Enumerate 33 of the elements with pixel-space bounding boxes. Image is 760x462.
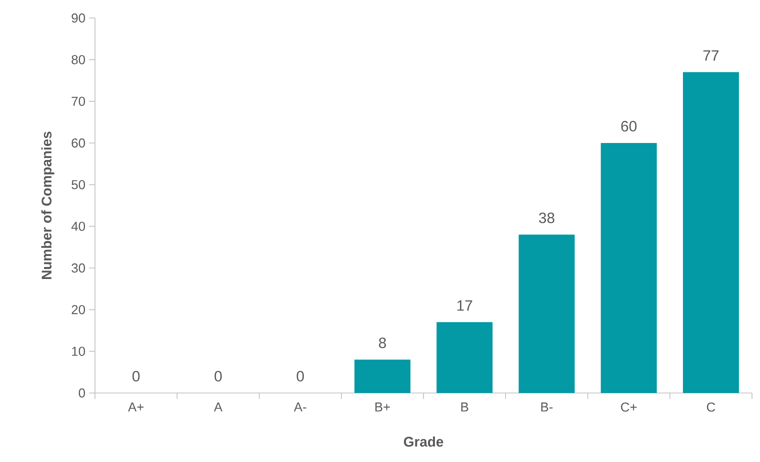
- data-label: 38: [538, 212, 554, 224]
- bar: [682, 72, 739, 393]
- x-tick-label: B+: [375, 402, 390, 412]
- data-label: 0: [132, 370, 140, 382]
- x-tick-label: C+: [621, 402, 637, 412]
- y-tick-label: 20: [72, 305, 85, 314]
- data-label: 60: [621, 120, 637, 132]
- y-tick-label: 40: [71, 222, 85, 231]
- y-tick-label: 10: [72, 346, 85, 356]
- x-tick-label: A: [214, 402, 222, 412]
- data-label: 0: [296, 370, 304, 382]
- x-axis-title: Grade: [404, 436, 444, 447]
- bar: [518, 234, 575, 393]
- x-tick-label: A-: [294, 402, 306, 412]
- data-label: 8: [378, 338, 386, 348]
- y-axis-title: Number of Companies: [41, 132, 54, 279]
- y-tick-label: 80: [72, 55, 85, 64]
- y-tick-label: 90: [72, 13, 85, 23]
- y-tick-label: 0: [78, 388, 86, 398]
- y-tick-label: 30: [72, 263, 85, 273]
- x-tick-label: C: [706, 402, 716, 412]
- y-tick-label: 50: [72, 180, 85, 190]
- bar: [354, 360, 410, 393]
- x-tick-label: B: [461, 402, 468, 412]
- data-label: 17: [457, 300, 472, 311]
- x-tick-label: B-: [541, 402, 553, 412]
- y-tick-label: 70: [72, 96, 85, 106]
- data-label: 77: [703, 50, 719, 61]
- y-tick-label: 60: [72, 138, 85, 148]
- x-tick-label: A+: [128, 402, 144, 412]
- bar: [600, 142, 657, 393]
- data-label: 0: [214, 370, 222, 382]
- bar: [436, 322, 493, 393]
